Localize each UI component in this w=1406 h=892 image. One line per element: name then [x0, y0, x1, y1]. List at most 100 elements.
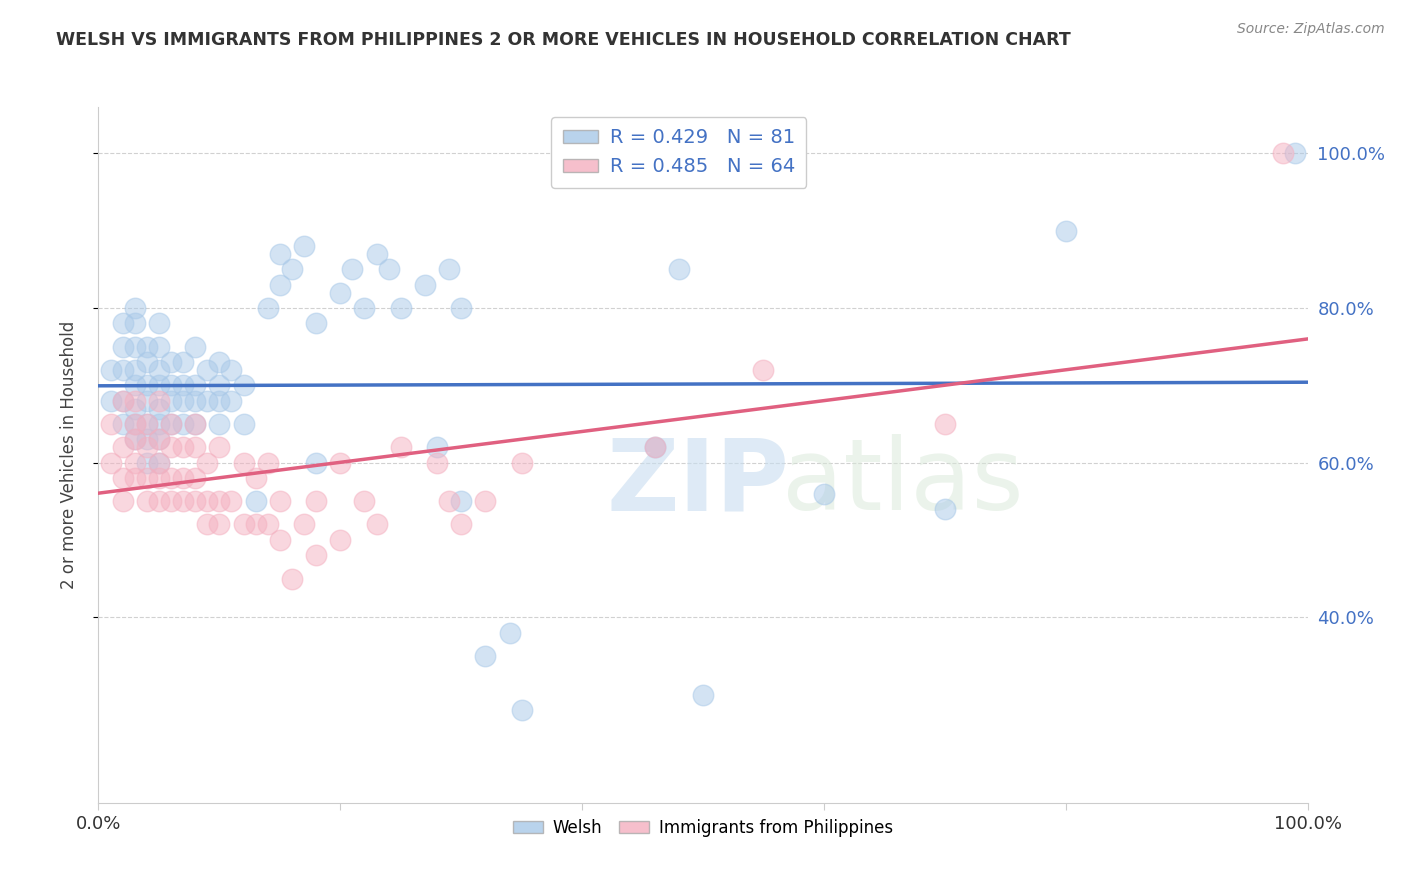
Point [172, 417, 194, 431]
Point [329, 456, 352, 470]
Point [124, 401, 146, 416]
Point [124, 363, 146, 377]
Point [124, 317, 146, 331]
Point [256, 456, 278, 470]
Point [172, 471, 194, 485]
Point [292, 239, 315, 253]
Point [232, 456, 254, 470]
Point [668, 262, 690, 277]
Point [353, 301, 375, 315]
Point [413, 277, 436, 292]
Point [111, 340, 134, 354]
Point [366, 247, 388, 261]
Point [934, 502, 956, 516]
Point [450, 494, 472, 508]
Point [184, 417, 207, 431]
Text: WELSH VS IMMIGRANTS FROM PHILIPPINES 2 OR MORE VEHICLES IN HOUSEHOLD CORRELATION: WELSH VS IMMIGRANTS FROM PHILIPPINES 2 O… [56, 31, 1071, 49]
Point [135, 355, 157, 369]
Point [1054, 224, 1077, 238]
Point [232, 378, 254, 392]
Point [124, 456, 146, 470]
Point [281, 572, 304, 586]
Point [450, 301, 472, 315]
Point [426, 440, 449, 454]
Point [135, 417, 157, 431]
Point [160, 417, 183, 431]
Point [135, 378, 157, 392]
Point [111, 440, 134, 454]
Point [124, 417, 146, 431]
Point [148, 456, 170, 470]
Point [184, 494, 207, 508]
Point [305, 494, 328, 508]
Point [148, 471, 170, 485]
Point [148, 433, 170, 447]
Point [256, 517, 278, 532]
Point [269, 494, 291, 508]
Point [172, 440, 194, 454]
Point [184, 378, 207, 392]
Point [329, 533, 352, 547]
Point [135, 433, 157, 447]
Point [1272, 146, 1295, 161]
Point [450, 517, 472, 532]
Point [269, 277, 291, 292]
Point [426, 456, 449, 470]
Point [389, 440, 412, 454]
Point [148, 417, 170, 431]
Point [292, 517, 315, 532]
Point [353, 494, 375, 508]
Text: Source: ZipAtlas.com: Source: ZipAtlas.com [1237, 22, 1385, 37]
Point [160, 417, 183, 431]
Point [135, 340, 157, 354]
Point [160, 494, 183, 508]
Point [100, 456, 122, 470]
Point [184, 340, 207, 354]
Point [195, 363, 218, 377]
Point [172, 378, 194, 392]
Point [100, 393, 122, 408]
Point [195, 494, 218, 508]
Point [172, 393, 194, 408]
Point [305, 317, 328, 331]
Point [124, 417, 146, 431]
Point [124, 393, 146, 408]
Point [184, 417, 207, 431]
Point [813, 486, 835, 500]
Point [208, 494, 231, 508]
Point [160, 378, 183, 392]
Point [184, 471, 207, 485]
Point [148, 317, 170, 331]
Point [221, 494, 243, 508]
Y-axis label: 2 or more Vehicles in Household: 2 or more Vehicles in Household [59, 321, 77, 589]
Point [389, 301, 412, 315]
Point [281, 262, 304, 277]
Point [245, 494, 267, 508]
Point [172, 494, 194, 508]
Point [135, 393, 157, 408]
Point [148, 393, 170, 408]
Point [474, 648, 496, 663]
Point [221, 363, 243, 377]
Point [208, 378, 231, 392]
Point [1284, 146, 1306, 161]
Point [135, 471, 157, 485]
Point [269, 247, 291, 261]
Point [135, 417, 157, 431]
Point [148, 433, 170, 447]
Point [692, 688, 714, 702]
Point [135, 440, 157, 454]
Point [305, 549, 328, 563]
Point [184, 393, 207, 408]
Point [148, 363, 170, 377]
Point [245, 517, 267, 532]
Point [195, 517, 218, 532]
Point [124, 378, 146, 392]
Point [208, 417, 231, 431]
Point [100, 363, 122, 377]
Point [111, 417, 134, 431]
Point [124, 471, 146, 485]
Point [195, 393, 218, 408]
Point [160, 471, 183, 485]
Point [124, 301, 146, 315]
